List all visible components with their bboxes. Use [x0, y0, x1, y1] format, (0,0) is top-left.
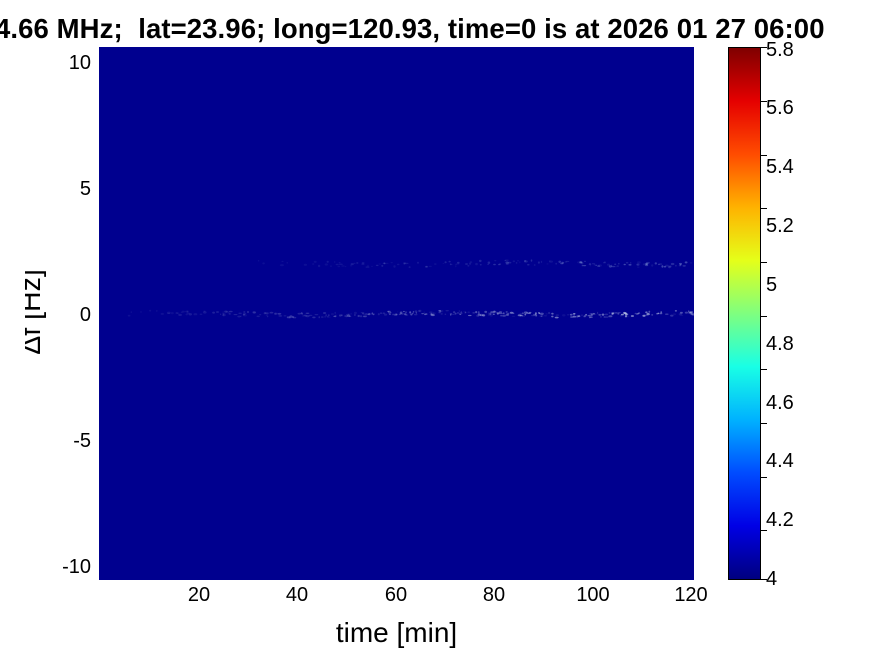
- svg-text:Δf [Hz]: Δf [Hz]: [25, 269, 47, 355]
